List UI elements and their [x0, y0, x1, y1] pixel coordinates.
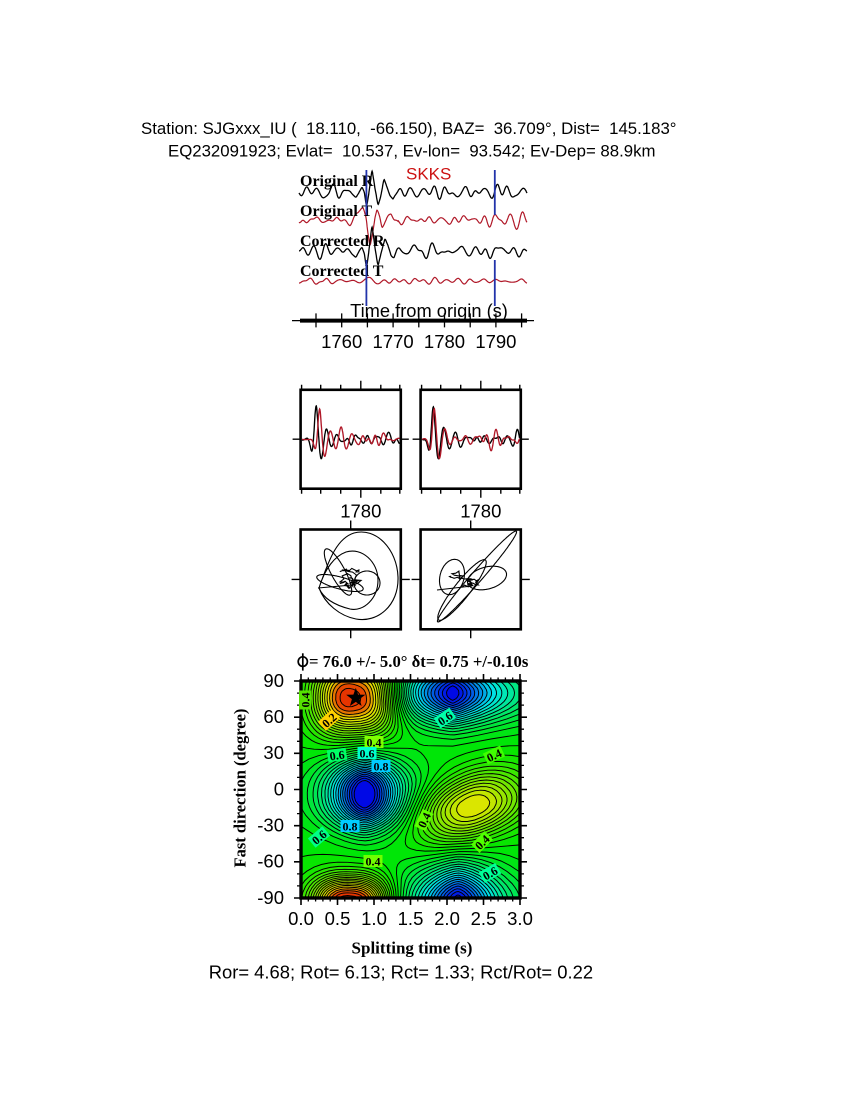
- svg-text:-30: -30: [257, 815, 284, 836]
- svg-text:0.0: 0.0: [288, 908, 314, 929]
- svg-text:= 76.0 +/- 5.0° δt= 0.75 +/-0.: = 76.0 +/- 5.0° δt= 0.75 +/-0.10s: [309, 652, 529, 671]
- svg-text:0.6: 0.6: [360, 747, 375, 761]
- svg-text:0.4: 0.4: [299, 693, 313, 708]
- svg-text:3.0: 3.0: [507, 908, 533, 929]
- svg-text:EQ232091923; Evlat= 10.537, E: EQ232091923; Evlat= 10.537, Ev-lon= 93.5…: [168, 142, 655, 161]
- svg-text:2.0: 2.0: [434, 908, 460, 929]
- svg-text:0.5: 0.5: [325, 908, 351, 929]
- svg-text:Ror= 4.68; Rot= 6.13; Rct= 1.3: Ror= 4.68; Rot= 6.13; Rct= 1.33; Rct/Rot…: [209, 962, 593, 983]
- svg-text:Corrected T: Corrected T: [300, 263, 384, 280]
- svg-text:-90: -90: [257, 887, 284, 908]
- svg-text:0.4: 0.4: [415, 810, 434, 830]
- svg-text:90: 90: [263, 670, 284, 691]
- svg-text:Corrected R: Corrected R: [300, 233, 385, 250]
- svg-text:0.8: 0.8: [343, 820, 358, 834]
- svg-text:1780: 1780: [460, 501, 501, 522]
- svg-text:Original R: Original R: [300, 173, 374, 190]
- svg-text:0.8: 0.8: [374, 760, 389, 774]
- svg-text:0.4: 0.4: [367, 736, 382, 750]
- svg-text:SKKS: SKKS: [406, 165, 451, 184]
- svg-text:Fast direction (degree): Fast direction (degree): [231, 709, 250, 868]
- svg-text:Station: SJGxxx_IU ( 18.110,: Station: SJGxxx_IU ( 18.110, -66.150), B…: [141, 119, 676, 138]
- svg-text:0: 0: [274, 778, 284, 799]
- svg-text:1.5: 1.5: [398, 908, 424, 929]
- svg-text:30: 30: [263, 742, 284, 763]
- svg-text:0.4: 0.4: [366, 855, 381, 869]
- svg-text:0.6: 0.6: [329, 748, 346, 764]
- svg-text:0.4: 0.4: [484, 746, 504, 765]
- svg-text:Splitting time (s): Splitting time (s): [352, 939, 473, 958]
- svg-text:1790: 1790: [475, 331, 516, 352]
- svg-text:60: 60: [263, 706, 284, 727]
- svg-text:2.5: 2.5: [471, 908, 497, 929]
- svg-text:-60: -60: [257, 851, 284, 872]
- svg-text:Time from origin (s): Time from origin (s): [350, 300, 508, 321]
- svg-text:Original T: Original T: [300, 203, 372, 220]
- svg-text:1760: 1760: [321, 331, 362, 352]
- svg-text:1770: 1770: [373, 331, 414, 352]
- svg-text:1780: 1780: [340, 501, 381, 522]
- svg-text:1.0: 1.0: [361, 908, 387, 929]
- svg-text:1780: 1780: [424, 331, 465, 352]
- svg-text:0.6: 0.6: [480, 864, 500, 884]
